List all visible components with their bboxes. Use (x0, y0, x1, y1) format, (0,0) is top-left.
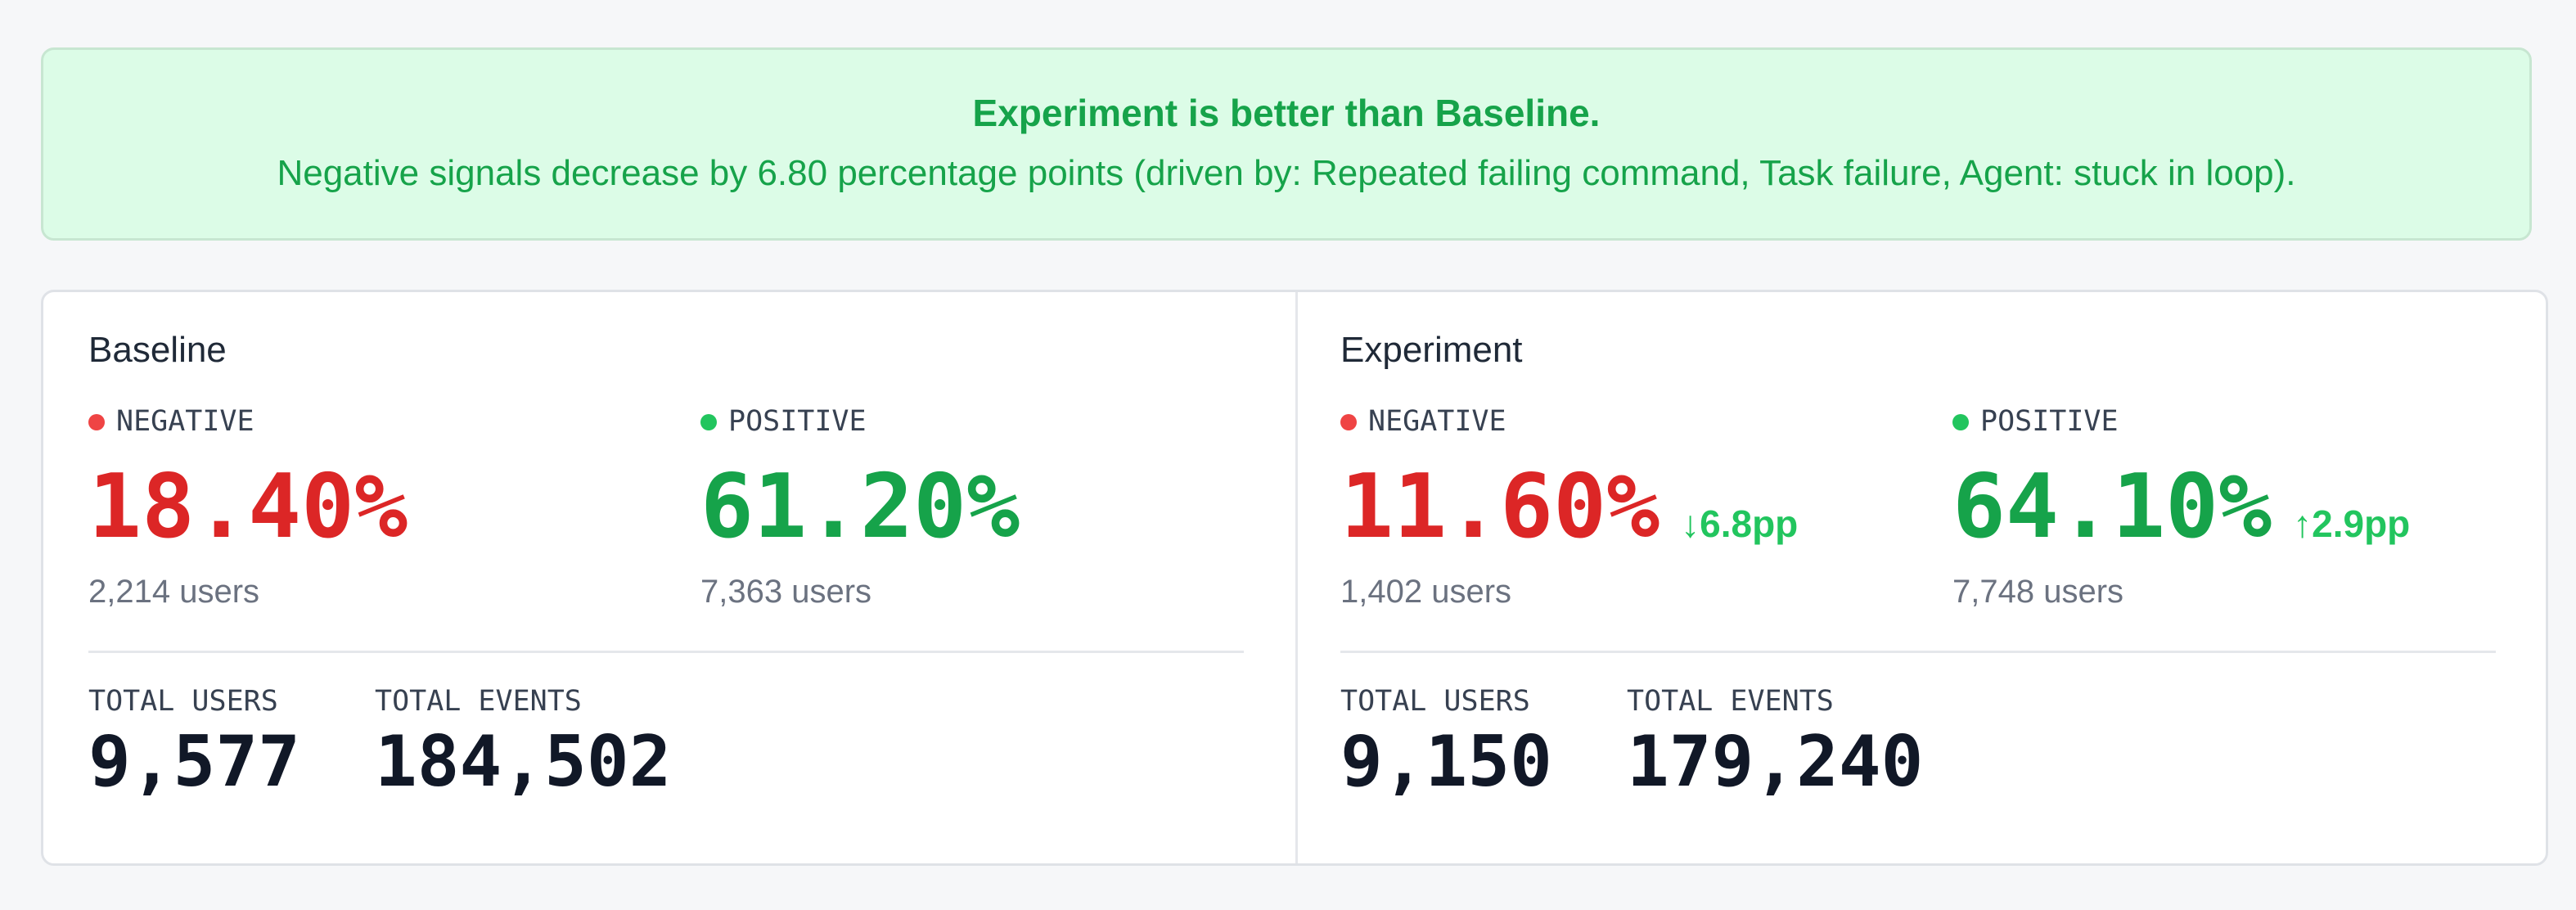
total-label: TOTAL EVENTS (375, 685, 582, 718)
metric-row: 18.40% (88, 456, 408, 558)
status-dot (700, 414, 717, 430)
metric-label-row: POSITIVE (1952, 405, 2119, 438)
total-stat: TOTAL EVENTS 184,502 (375, 685, 671, 803)
metric-delta: ↑2.9pp (2293, 502, 2411, 545)
metric-users: 7,363 users (700, 574, 872, 610)
metric-value: 61.20% (700, 456, 1020, 558)
total-label: TOTAL USERS (1340, 685, 1530, 718)
panel-divider (1295, 292, 1298, 863)
status-dot (1340, 414, 1357, 430)
status-dot (88, 414, 105, 430)
total-label: TOTAL EVENTS (1627, 685, 1834, 718)
metric-users: 2,214 users (88, 574, 260, 610)
status-dot (1952, 414, 1969, 430)
section-separator (88, 651, 1244, 653)
metric-label: NEGATIVE (1368, 405, 1506, 438)
summary-banner: Experiment is better than Baseline. Nega… (41, 47, 2532, 241)
metric-label-row: POSITIVE (700, 405, 867, 438)
metric-row: 64.10% ↑2.9pp (1952, 456, 2410, 558)
total-value: 9,150 (1340, 721, 1552, 803)
metric-label: POSITIVE (728, 405, 867, 438)
total-stat: TOTAL USERS 9,150 (1340, 685, 1552, 803)
metric-label-row: NEGATIVE (1340, 405, 1506, 438)
panel-title: Experiment (1340, 330, 1523, 370)
metric-label: POSITIVE (1980, 405, 2119, 438)
banner-title: Experiment is better than Baseline. (972, 92, 1601, 134)
total-value: 179,240 (1627, 721, 1924, 803)
metric-value: 64.10% (1952, 456, 2272, 558)
metric-row: 11.60% ↓6.8pp (1340, 456, 1798, 558)
total-label: TOTAL USERS (88, 685, 278, 718)
metric-value: 11.60% (1340, 456, 1660, 558)
total-stat: TOTAL EVENTS 179,240 (1627, 685, 1923, 803)
panel-title: Baseline (88, 330, 227, 370)
metric-delta: ↓6.8pp (1681, 502, 1799, 545)
section-separator (1340, 651, 2496, 653)
metric-label: NEGATIVE (116, 405, 254, 438)
metric-value: 18.40% (88, 456, 408, 558)
metric-row: 61.20% (700, 456, 1020, 558)
comparison-card: Baseline NEGATIVE 18.40% 2,214 users POSITIV… (41, 290, 2548, 866)
metric-label-row: NEGATIVE (88, 405, 254, 438)
total-value: 184,502 (375, 721, 672, 803)
total-value: 9,577 (88, 721, 300, 803)
banner-message: Negative signals decrease by 6.80 percen… (277, 153, 2296, 193)
metric-users: 7,748 users (1952, 574, 2124, 610)
total-stat: TOTAL USERS 9,577 (88, 685, 300, 803)
metric-users: 1,402 users (1340, 574, 1512, 610)
